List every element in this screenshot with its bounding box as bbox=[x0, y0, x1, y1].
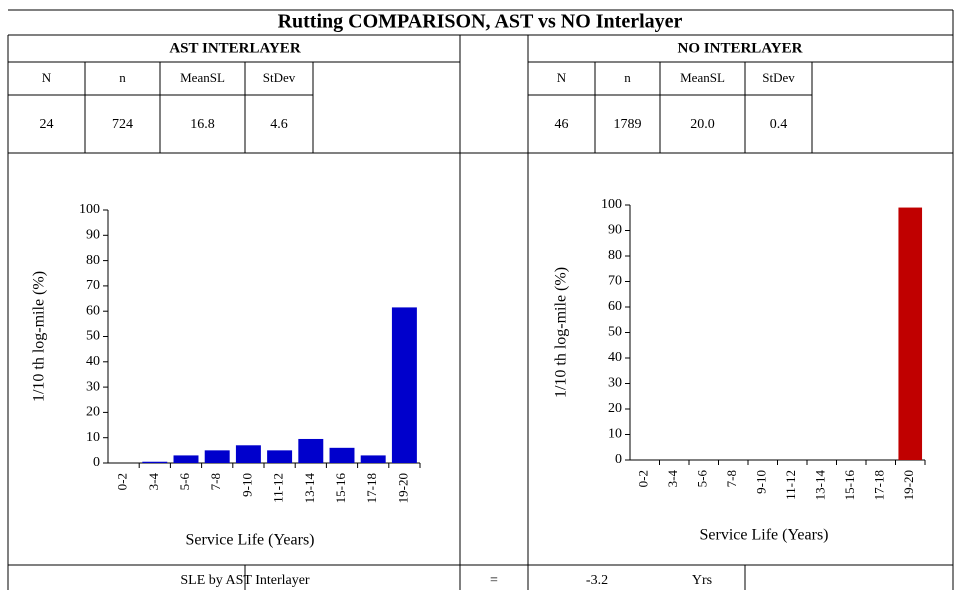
y-tick-label: 40 bbox=[608, 350, 622, 365]
x-tick-label: 0-2 bbox=[115, 473, 130, 490]
y-tick-label: 70 bbox=[86, 278, 100, 293]
y-tick-label: 100 bbox=[601, 197, 622, 212]
cell-value: 0.4 bbox=[770, 117, 788, 132]
cell-value: 16.8 bbox=[190, 117, 215, 132]
x-tick-label: 19-20 bbox=[901, 470, 916, 500]
bar bbox=[298, 438, 324, 463]
y-axis-label: 1/10 th log-mile (%) bbox=[553, 267, 570, 398]
column-header: n bbox=[624, 70, 631, 85]
cell-value: 24 bbox=[40, 117, 54, 132]
y-tick-label: 10 bbox=[608, 427, 622, 442]
x-tick-label: 11-12 bbox=[271, 473, 286, 503]
x-tick-label: 5-6 bbox=[695, 470, 710, 488]
y-tick-label: 10 bbox=[86, 430, 100, 445]
cell-value: 724 bbox=[112, 117, 133, 132]
y-tick-label: 30 bbox=[86, 379, 100, 394]
x-tick-label: 13-14 bbox=[813, 470, 828, 501]
x-tick-label: 13-14 bbox=[302, 473, 317, 504]
column-header: N bbox=[557, 70, 567, 85]
footer-equals: = bbox=[490, 573, 498, 588]
x-tick-label: 11-12 bbox=[783, 470, 798, 500]
column-header: N bbox=[42, 70, 52, 85]
x-tick-label: 0-2 bbox=[636, 470, 651, 487]
cell-value: 46 bbox=[555, 117, 569, 132]
table-grid bbox=[7, 9, 954, 590]
y-tick-label: 60 bbox=[86, 303, 100, 318]
y-tick-label: 50 bbox=[608, 325, 622, 340]
panel-heading: NO INTERLAYER bbox=[678, 40, 803, 56]
x-tick-label: 17-18 bbox=[872, 470, 887, 500]
bar bbox=[267, 450, 293, 463]
y-tick-label: 20 bbox=[86, 405, 100, 420]
x-axis-label: Service Life (Years) bbox=[186, 532, 315, 549]
column-header: MeanSL bbox=[680, 70, 725, 85]
x-tick-label: 15-16 bbox=[842, 470, 857, 501]
cell-value: 4.6 bbox=[270, 117, 288, 132]
y-tick-label: 20 bbox=[608, 401, 622, 416]
x-tick-label: 3-4 bbox=[146, 473, 161, 491]
x-tick-label: 9-10 bbox=[239, 473, 254, 497]
column-header: n bbox=[119, 70, 126, 85]
y-tick-label: 90 bbox=[608, 223, 622, 238]
y-tick-label: 90 bbox=[86, 228, 100, 243]
footer-label: SLE by AST Interlayer bbox=[180, 573, 310, 588]
bar bbox=[391, 307, 417, 463]
bar bbox=[898, 207, 923, 460]
y-tick-label: 60 bbox=[608, 299, 622, 314]
footer-unit: Yrs bbox=[692, 573, 712, 588]
x-tick-label: 7-8 bbox=[724, 470, 739, 487]
y-tick-label: 50 bbox=[86, 329, 100, 344]
x-tick-label: 3-4 bbox=[665, 470, 680, 488]
y-tick-label: 40 bbox=[86, 354, 100, 369]
title: Rutting COMPARISON, AST vs NO Interlayer bbox=[278, 11, 683, 33]
bar bbox=[360, 455, 386, 463]
y-tick-label: 80 bbox=[608, 248, 622, 263]
bar bbox=[173, 455, 199, 463]
x-tick-label: 9-10 bbox=[754, 470, 769, 494]
y-tick-label: 0 bbox=[93, 455, 100, 470]
x-axis-label: Service Life (Years) bbox=[700, 527, 829, 544]
x-tick-label: 5-6 bbox=[177, 473, 192, 491]
y-tick-label: 0 bbox=[615, 452, 622, 467]
column-header: StDev bbox=[263, 70, 296, 85]
footer-value: -3.2 bbox=[586, 573, 608, 588]
cell-value: 20.0 bbox=[690, 117, 715, 132]
bar bbox=[142, 461, 168, 463]
y-tick-label: 80 bbox=[86, 253, 100, 268]
y-tick-label: 100 bbox=[79, 202, 100, 217]
bar bbox=[235, 445, 261, 463]
y-tick-label: 70 bbox=[608, 274, 622, 289]
bar bbox=[329, 447, 355, 463]
x-tick-label: 17-18 bbox=[364, 473, 379, 503]
column-header: StDev bbox=[762, 70, 795, 85]
x-tick-label: 15-16 bbox=[333, 473, 348, 504]
column-header: MeanSL bbox=[180, 70, 225, 85]
cell-value: 1789 bbox=[614, 117, 642, 132]
y-tick-label: 30 bbox=[608, 376, 622, 391]
y-axis-label: 1/10 th log-mile (%) bbox=[31, 271, 48, 402]
panel-heading: AST INTERLAYER bbox=[169, 40, 300, 56]
x-tick-label: 7-8 bbox=[208, 473, 223, 490]
x-tick-label: 19-20 bbox=[395, 473, 410, 503]
bar bbox=[204, 450, 230, 463]
